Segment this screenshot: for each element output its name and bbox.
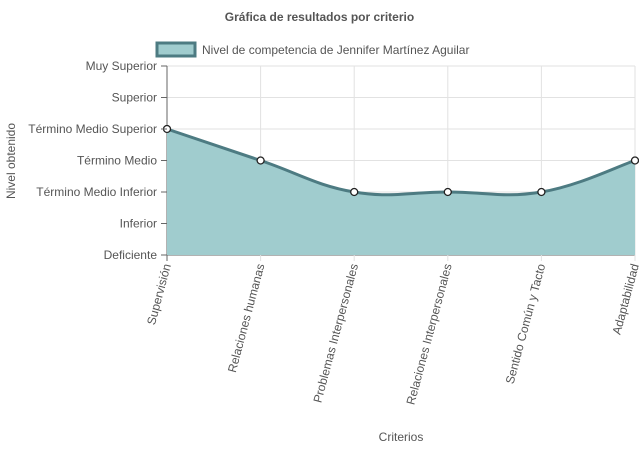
- x-tick-label: Adaptabilidad: [610, 262, 639, 336]
- x-tick-label: Sentido Común y Tacto: [503, 262, 549, 386]
- y-tick-label: Término Medio: [77, 154, 157, 168]
- x-tick-label: Problemas Interpersonales: [310, 262, 361, 404]
- x-tick-label: Relaciones humanas: [225, 262, 268, 374]
- y-tick-label: Término Medio Inferior: [36, 185, 157, 199]
- data-point[interactable]: [350, 187, 359, 197]
- legend-swatch[interactable]: [155, 41, 197, 58]
- chart-title: Gráfica de resultados por criterio: [225, 10, 414, 24]
- y-tick-label: Deficiente: [104, 248, 158, 262]
- x-axis: Supervisión Relaciones humanas Problemas I…: [144, 262, 639, 406]
- x-axis-title: Criterios: [379, 430, 424, 444]
- y-tick-label: Muy Superior: [86, 59, 157, 73]
- y-tick-label: Superior: [112, 91, 157, 105]
- data-point[interactable]: [630, 156, 639, 165]
- legend[interactable]: Nivel de competencia de Jennifer Martíne…: [155, 41, 469, 58]
- data-point[interactable]: [256, 156, 265, 165]
- series-area: [167, 129, 635, 255]
- y-axis: Deficiente Inferior Término Medio Inferior…: [28, 59, 167, 262]
- x-tick-label: Relaciones Interpersonales: [404, 262, 455, 406]
- data-points: [162, 124, 639, 197]
- data-point[interactable]: [537, 187, 546, 197]
- y-tick-label: Término Medio Superior: [28, 122, 157, 136]
- y-axis-title: Nivel obtenido: [4, 123, 18, 199]
- data-point[interactable]: [443, 187, 452, 197]
- plot-area: [162, 65, 639, 261]
- x-tick-label: Supervisión: [144, 262, 174, 326]
- y-tick-label: Inferior: [120, 217, 157, 231]
- series-line: [166, 127, 636, 197]
- legend-label[interactable]: Nivel de competencia de Jennifer Martíne…: [202, 43, 469, 57]
